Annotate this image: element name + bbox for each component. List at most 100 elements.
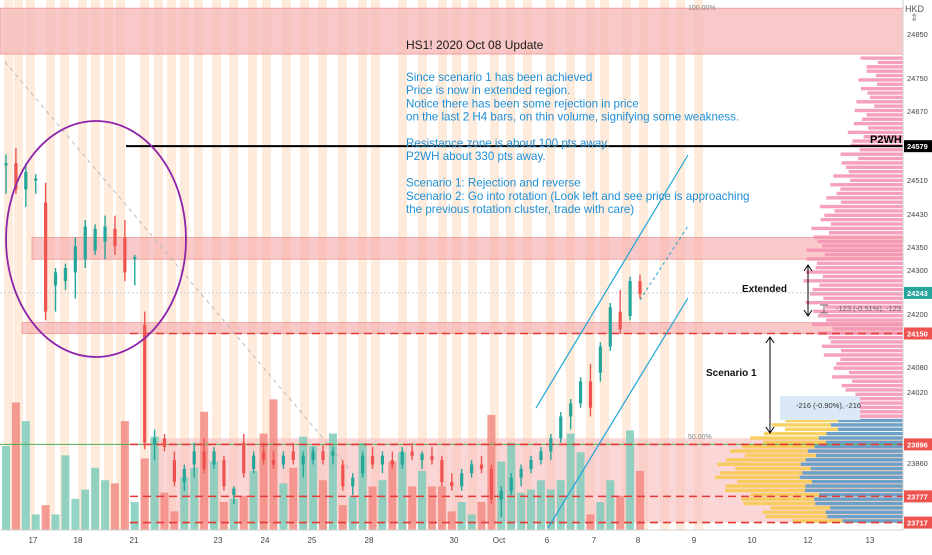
profile-bar-inner bbox=[805, 488, 903, 493]
session-stripe bbox=[358, 0, 367, 530]
candle-body bbox=[321, 451, 325, 461]
profile-bar bbox=[845, 388, 903, 392]
p2wh-label: P2WH bbox=[870, 134, 902, 146]
profile-bar bbox=[868, 126, 903, 130]
profile-bar bbox=[841, 161, 903, 165]
candle-body bbox=[559, 416, 563, 439]
profile-bar-inner bbox=[826, 431, 903, 436]
profile-bar-inner bbox=[825, 510, 903, 514]
volume-bar bbox=[51, 514, 60, 530]
candle-body bbox=[212, 451, 216, 465]
candle-body bbox=[192, 451, 196, 465]
candle-body bbox=[588, 381, 593, 408]
x-tick-label: 25 bbox=[308, 536, 317, 545]
profile-bar bbox=[821, 344, 903, 348]
note-line bbox=[406, 163, 409, 176]
volume-bar bbox=[229, 498, 238, 530]
volume-bar bbox=[91, 467, 100, 530]
profile-bar bbox=[812, 287, 903, 292]
highlight-circle bbox=[5, 120, 187, 358]
x-tick-label: 28 bbox=[365, 536, 374, 545]
axis-menu-icon[interactable]: ⇕ bbox=[910, 13, 918, 24]
volume-bar bbox=[338, 505, 347, 530]
candle-body bbox=[529, 460, 533, 469]
top-resistance-zone bbox=[0, 7, 903, 55]
profile-bar bbox=[817, 314, 903, 318]
session-stripe bbox=[104, 0, 113, 530]
profile-bar bbox=[825, 305, 903, 309]
candle-body bbox=[549, 438, 553, 452]
note-line bbox=[406, 124, 409, 137]
candle-body bbox=[232, 488, 236, 496]
volume-bar bbox=[150, 436, 159, 530]
profile-bar bbox=[806, 257, 903, 261]
session-stripe bbox=[26, 0, 35, 530]
volume-bar bbox=[626, 430, 635, 530]
candle-body bbox=[222, 460, 226, 487]
session-stripe bbox=[398, 0, 407, 530]
x-tick-label: 13 bbox=[866, 536, 875, 545]
profile-bar bbox=[849, 370, 903, 375]
session-stripe bbox=[60, 0, 69, 530]
volume-bar bbox=[348, 495, 357, 530]
volume-bar bbox=[358, 442, 367, 530]
session-stripe bbox=[318, 0, 327, 530]
y-tick-label: 24020 bbox=[907, 388, 928, 397]
session-stripe bbox=[194, 0, 203, 530]
profile-bar bbox=[828, 335, 903, 340]
volume-bar bbox=[447, 511, 456, 530]
volume-bar bbox=[536, 480, 545, 530]
price-tag bbox=[904, 327, 932, 340]
diagonal-guide bbox=[4, 61, 351, 471]
profile-bar bbox=[824, 252, 903, 257]
candle-body bbox=[63, 268, 68, 282]
candle-body bbox=[370, 455, 375, 465]
volume-bar bbox=[636, 470, 644, 530]
profile-bar bbox=[874, 104, 903, 108]
y-tick-label: 24670 bbox=[907, 107, 928, 116]
profile-bar bbox=[821, 401, 903, 405]
volume-bar bbox=[616, 495, 625, 530]
candle-body bbox=[341, 464, 345, 487]
profile-bar bbox=[823, 296, 903, 300]
profile-bar bbox=[817, 239, 903, 244]
candle-body bbox=[281, 455, 285, 465]
session-stripe bbox=[676, 0, 685, 530]
profile-bar bbox=[832, 375, 903, 379]
price-tag-label: 24243 bbox=[907, 289, 928, 298]
candle-body bbox=[103, 226, 107, 242]
profile-bar-inner bbox=[814, 445, 903, 449]
x-tick-label: 8 bbox=[636, 536, 641, 545]
profile-bar bbox=[848, 169, 903, 174]
volume-bar bbox=[437, 486, 446, 530]
profile-bar-inner bbox=[830, 423, 903, 427]
profile-bar bbox=[841, 383, 903, 388]
volume-bar bbox=[418, 470, 427, 530]
profile-bar-inner bbox=[818, 436, 903, 440]
volume-bar bbox=[457, 502, 466, 530]
volume-bar bbox=[606, 480, 615, 530]
price-tag-label: 24579 bbox=[907, 142, 928, 151]
session-stripe bbox=[600, 0, 609, 530]
x-tick-label: 7 bbox=[592, 536, 597, 545]
volume-bar bbox=[239, 495, 248, 530]
volume-bar bbox=[408, 486, 417, 530]
profile-bar-inner bbox=[805, 484, 903, 488]
note-line: P2WH about 330 pts away. bbox=[406, 150, 546, 163]
x-tick-label: 6 bbox=[545, 536, 550, 545]
x-tick-label: Oct bbox=[493, 536, 506, 545]
x-axis-background bbox=[0, 530, 932, 550]
note-line: the previous rotation cluster, trade wit… bbox=[406, 203, 634, 216]
session-stripe bbox=[14, 0, 23, 530]
profile-bar bbox=[823, 353, 903, 357]
candle-body bbox=[4, 163, 8, 166]
candle-body bbox=[361, 455, 365, 474]
scenario1-label: Scenario 1 bbox=[706, 368, 757, 379]
y-tick-label: 24200 bbox=[907, 310, 928, 319]
profile-bar bbox=[805, 300, 903, 305]
profile-bar bbox=[877, 60, 903, 65]
session-stripe bbox=[586, 0, 595, 530]
profile-bar bbox=[816, 261, 903, 266]
volume-bar bbox=[81, 489, 90, 530]
price-tag bbox=[904, 140, 932, 153]
